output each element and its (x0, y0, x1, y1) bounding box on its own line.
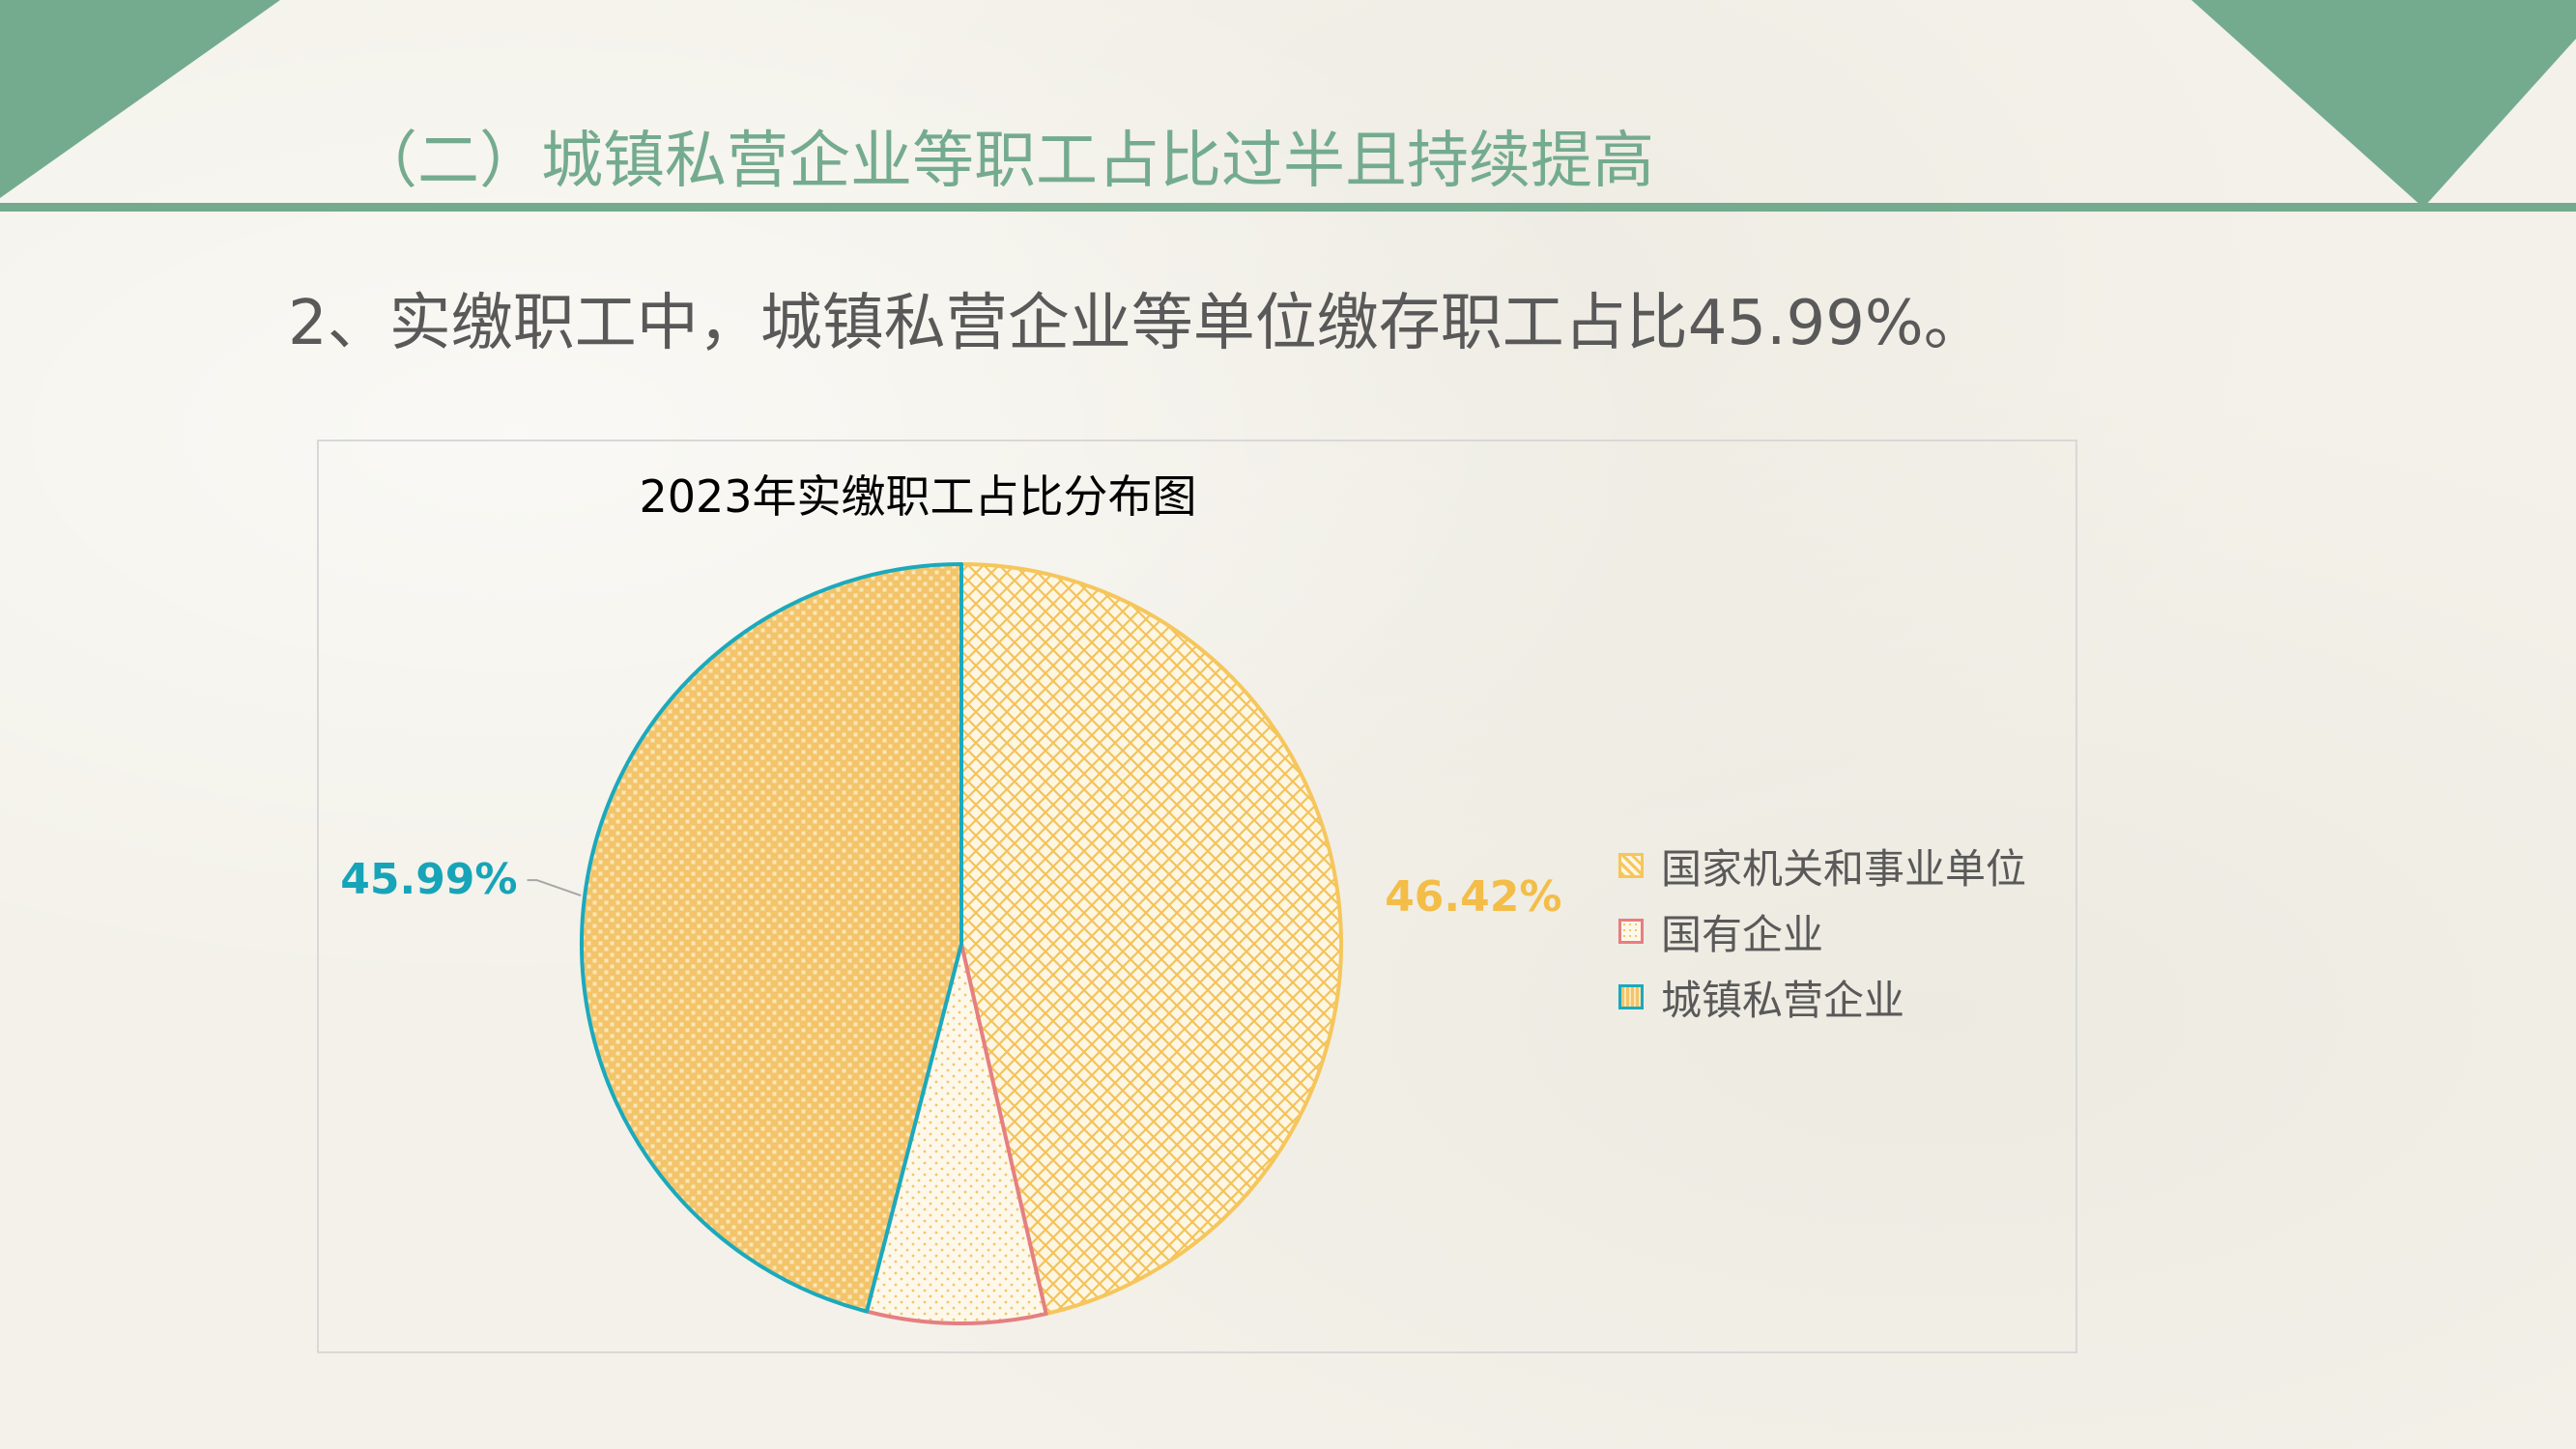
chart-area: 2023年实缴职工占比分布图 46.42%7.59%45.99% (317, 440, 2077, 1353)
legend-swatch-state (1618, 853, 1644, 878)
leader-line-2 (527, 879, 582, 897)
data-labels: 46.42%7.59%45.99% (340, 855, 1561, 922)
legend-item-soe: 国有企业 (1618, 898, 2063, 964)
pie-slice-private (580, 562, 963, 1314)
data-label-private: 45.99% (340, 855, 517, 904)
pie-slices (580, 562, 1343, 1325)
legend: 国家机关和事业单位 国有企业 城镇私营企业 (1618, 833, 2063, 1030)
pie-slice-state (959, 562, 1343, 1317)
header-divider (0, 203, 2576, 212)
legend-label-soe: 国有企业 (1661, 910, 1824, 958)
slide-subtitle: 2、实缴职工中，城镇私营企业等单位缴存职工占比45.99%。 (288, 288, 1986, 359)
pie-slice-soe (865, 942, 1048, 1325)
slide-title: （二）城镇私营企业等职工占比过半且持续提高 (356, 126, 1654, 197)
legend-label-private: 城镇私营企业 (1661, 976, 1905, 1024)
legend-item-state: 国家机关和事业单位 (1618, 833, 2063, 898)
pie-chart: 46.42%7.59%45.99% (340, 562, 1561, 1325)
chart-title: 2023年实缴职工占比分布图 (639, 470, 1197, 523)
legend-item-private: 城镇私营企业 (1618, 964, 2063, 1030)
label-leaders (527, 879, 582, 897)
legend-swatch-private (1618, 984, 1644, 1009)
corner-decoration-left (0, 0, 280, 198)
corner-decoration-right (2191, 0, 2576, 208)
data-label-state: 46.42% (1385, 872, 1561, 922)
legend-label-state: 国家机关和事业单位 (1661, 844, 2027, 893)
legend-swatch-soe (1618, 919, 1644, 944)
